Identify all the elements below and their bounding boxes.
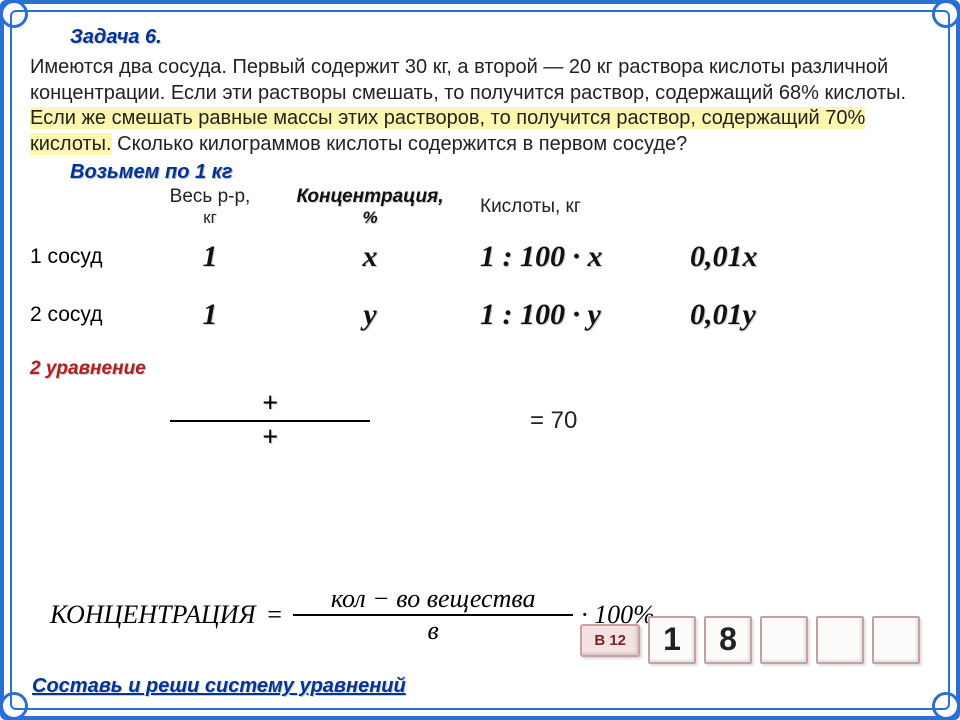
answer-digit-box[interactable]: 8 — [704, 616, 752, 664]
equation-label: 2 уравнение — [30, 358, 930, 380]
slide-frame: Задача 6. Имеются два сосуда. Первый сод… — [0, 0, 960, 720]
acid-expr-text: 1 : 100 · y — [480, 298, 601, 331]
row-weight: 1 — [140, 240, 280, 274]
row-conc: x — [280, 240, 460, 274]
hdr-conc-text: Концентрация, — [296, 186, 443, 207]
content-area: Задача 6. Имеются два сосуда. Первый сод… — [10, 10, 950, 710]
hdr-weight-sub: кг — [140, 208, 280, 228]
formula-denominator: в — [420, 616, 447, 646]
answer-digit-box[interactable] — [760, 616, 808, 664]
row-weight: 1 — [140, 298, 280, 332]
answer-digit-box[interactable] — [872, 616, 920, 664]
problem-part-3: Сколько килограммов кислоты содержится в… — [112, 133, 688, 155]
hint-button[interactable]: В 12 — [580, 624, 640, 657]
concentration-formula: КОНЦЕНТРАЦИЯ = кол − во вещества в · 100… — [50, 584, 663, 646]
row-acid-result: 0,01x — [680, 240, 840, 274]
equation-fraction: + + = 70 — [170, 388, 930, 454]
formula-equals: = — [266, 600, 284, 630]
row-acid-expr: 1 : 100 · x — [460, 240, 680, 274]
table-header-row: Весь р-р, кг Концентрация, % Кислоты, кг — [30, 186, 930, 228]
formula-lhs: КОНЦЕНТРАЦИЯ — [50, 600, 256, 630]
table-row: 1 сосуд 1 x 1 : 100 · x 0,01x — [30, 228, 930, 286]
problem-part-1: Имеются два сосуда. Первый содержит 30 к… — [30, 56, 906, 104]
hdr-weight-text: Весь р-р, — [170, 186, 251, 207]
row-label: 2 сосуд — [30, 303, 140, 327]
acid-expr-text: 1 : 100 · x — [480, 240, 603, 273]
task-title: Задача 6. — [70, 26, 930, 49]
hdr-conc-sub: % — [280, 208, 460, 228]
table-row: 2 сосуд 1 y 1 : 100 · y 0,01y — [30, 286, 930, 344]
bottom-hint-link[interactable]: Составь и реши систему уравнений — [32, 675, 406, 698]
hdr-weight: Весь р-р, кг — [140, 186, 280, 228]
formula-numerator: кол − во вещества — [323, 584, 544, 614]
fraction: + + — [170, 388, 370, 454]
data-table: Весь р-р, кг Концентрация, % Кислоты, кг… — [30, 186, 930, 344]
row-conc: y — [280, 298, 460, 332]
assumption-heading: Возьмем по 1 кг — [70, 161, 930, 184]
equation-result: = 70 — [530, 407, 577, 435]
fraction-denominator: + — [202, 422, 338, 454]
answer-digit-box[interactable]: 1 — [648, 616, 696, 664]
hdr-concentration: Концентрация, % — [280, 186, 460, 228]
row-acid-expr: 1 : 100 · y — [460, 298, 680, 332]
hdr-acid: Кислоты, кг — [460, 196, 680, 218]
fraction-numerator: + — [202, 388, 338, 420]
row-label: 1 сосуд — [30, 245, 140, 269]
answer-digit-box[interactable] — [816, 616, 864, 664]
answer-panel: В 12 1 8 — [580, 616, 920, 664]
row-acid-result: 0,01y — [680, 298, 840, 332]
formula-fraction: кол − во вещества в — [293, 584, 573, 646]
problem-text: Имеются два сосуда. Первый содержит 30 к… — [30, 55, 930, 157]
